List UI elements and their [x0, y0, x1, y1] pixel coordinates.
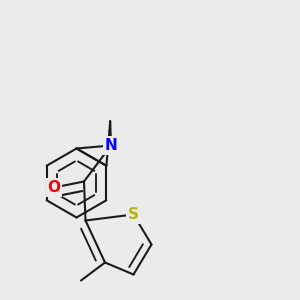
Text: S: S — [128, 207, 139, 222]
Text: N: N — [105, 138, 117, 153]
Text: O: O — [47, 180, 61, 195]
